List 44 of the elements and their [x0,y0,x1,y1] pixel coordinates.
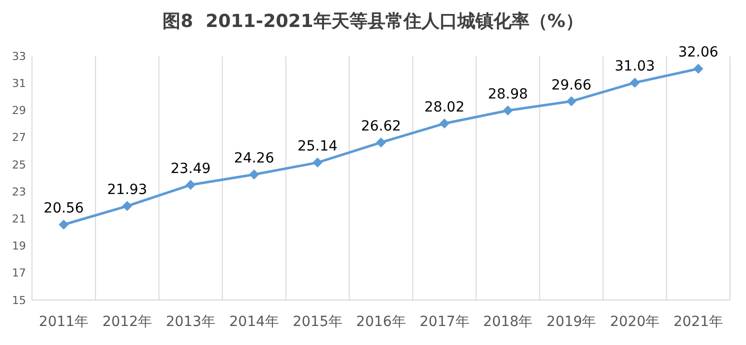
point [693,64,704,74]
point [122,201,132,212]
data-label: 28.02 [424,100,464,116]
data-label: 29.66 [551,77,592,94]
data-label: 31.03 [614,58,655,75]
y-tick-label: 21 [12,212,26,226]
data-label: 26.62 [360,118,402,134]
y-tick-label: 25 [12,158,26,172]
data-label: 25.14 [298,138,338,155]
data-label: 20.56 [44,200,84,217]
x-tick-label: 2021年 [673,314,724,330]
y-tick-label: 27 [12,131,26,144]
y-tick-label: 23 [12,185,26,198]
y-tick-label: 19 [12,240,26,253]
data-label: 32.06 [678,44,718,61]
x-tick-label: 2015年 [292,314,342,330]
x-tick-label: 2012年 [102,314,152,330]
y-tick-label: 33 [12,50,26,63]
x-tick-label: 2016年 [356,314,406,330]
point [312,158,323,168]
point [58,220,69,230]
y-tick-label: 17 [12,266,26,280]
point [566,96,576,106]
data-label: 21.93 [107,182,148,198]
x-tick-label: 2017年 [420,314,470,330]
point [249,169,260,180]
x-tick-label: 2018年 [483,314,533,330]
data-label: 24.26 [234,150,274,166]
chart-title: 图8 2011-2021年天等县常住人口城镇化率（%） [162,11,584,32]
point [630,78,640,88]
x-tick-label: 2014年 [229,314,279,330]
point [186,180,196,190]
point [502,105,513,116]
x-tick-label: 2013年 [166,314,216,330]
point [376,137,386,148]
data-label: 28.98 [488,86,528,102]
point [439,118,450,129]
x-tick-label: 2019年 [546,314,596,330]
y-tick-label: 31 [12,76,26,90]
x-tick-label: 2020年 [610,314,660,330]
data-label: 23.49 [170,160,211,177]
y-tick-label: 29 [12,104,26,118]
x-tick-label: 2011年 [38,314,89,330]
y-tick-label: 15 [12,294,26,307]
